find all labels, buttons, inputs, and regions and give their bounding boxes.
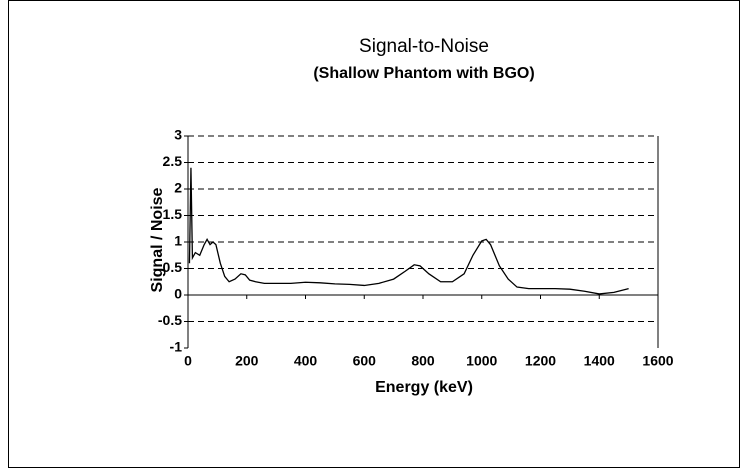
x-tick-label: 800 [411, 353, 435, 369]
y-tick-label: -0.5 [158, 312, 182, 328]
x-tick-label: 1200 [525, 353, 556, 369]
y-tick-label: 0 [174, 286, 182, 302]
x-axis-label: Energy (keV) [375, 379, 473, 396]
chart-title: Signal-to-Noise [359, 36, 489, 57]
x-tick-label: 1000 [466, 353, 497, 369]
x-tick-label: 600 [353, 353, 377, 369]
x-tick-label: 0 [184, 353, 192, 369]
data-line [188, 167, 629, 295]
chart-subtitle: (Shallow Phantom with BGO) [313, 65, 534, 82]
y-tick-label: 2 [174, 180, 182, 196]
chart-frame [8, 0, 740, 468]
y-tick-label: 1.5 [163, 206, 183, 222]
x-tick-label: 1400 [584, 353, 615, 369]
y-tick-label: 2.5 [163, 153, 183, 169]
x-tick-label: 200 [235, 353, 259, 369]
y-tick-label: 3 [174, 127, 182, 143]
y-axis-label: Signal / Noise [149, 187, 166, 292]
y-tick-label: 0.5 [163, 259, 183, 275]
x-tick-label: 1600 [642, 353, 673, 369]
y-tick-label: 1 [174, 233, 182, 249]
y-tick-label: -1 [170, 339, 183, 355]
x-tick-label: 400 [294, 353, 318, 369]
